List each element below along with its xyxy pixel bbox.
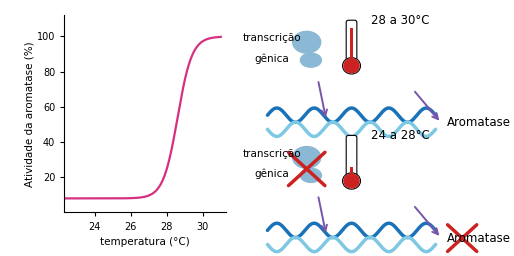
Bar [350,27,354,65]
Ellipse shape [300,168,321,182]
Circle shape [342,58,360,74]
Ellipse shape [292,31,321,53]
FancyBboxPatch shape [346,135,357,183]
Text: transcrição: transcrição [243,33,301,44]
Ellipse shape [300,53,321,67]
Circle shape [342,173,360,189]
Text: gênica: gênica [254,169,289,179]
Y-axis label: Atividade da aromatase (%): Atividade da aromatase (%) [24,41,34,187]
Text: Aromatase: Aromatase [447,232,511,244]
Text: Aromatase: Aromatase [447,116,511,129]
X-axis label: temperatura (°C): temperatura (°C) [100,237,190,247]
Circle shape [344,174,359,188]
FancyBboxPatch shape [346,20,357,68]
Text: 24 a 28°C: 24 a 28°C [371,129,430,142]
Ellipse shape [292,146,321,168]
Circle shape [344,59,359,73]
Bar [350,167,354,180]
Text: 28 a 30°C: 28 a 30°C [371,14,430,27]
Text: gênica: gênica [254,54,289,64]
Text: transcrição: transcrição [243,148,301,159]
